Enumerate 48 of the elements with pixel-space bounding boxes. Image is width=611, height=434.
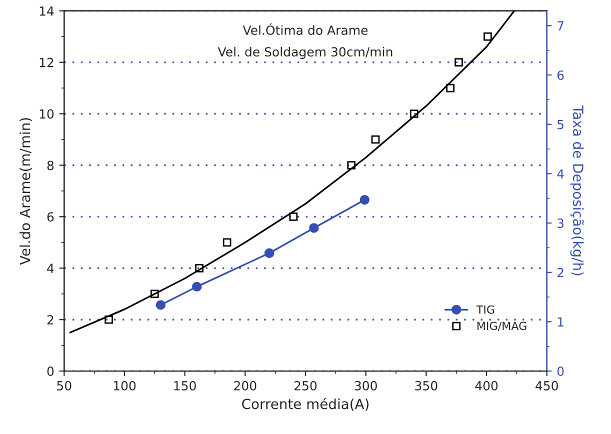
text: Vel. de Soldagem 30cm/min bbox=[218, 46, 392, 59]
point bbox=[371, 135, 380, 144]
y-tick-label: 10 bbox=[40, 109, 54, 119]
legend-label: TIG bbox=[476, 305, 494, 314]
point bbox=[360, 194, 370, 205]
x-tick-label: 450 bbox=[536, 381, 558, 390]
x-tick-label: 100 bbox=[114, 381, 136, 390]
point bbox=[347, 161, 356, 170]
point bbox=[192, 282, 202, 292]
point bbox=[156, 300, 166, 310]
y2-tick-label: 7 bbox=[558, 21, 564, 30]
y2-tick-label: 3 bbox=[558, 218, 564, 228]
y-tick-label: 14 bbox=[40, 6, 54, 16]
y-tick-label: 6 bbox=[47, 212, 54, 222]
point bbox=[195, 264, 204, 272]
x-tick-label: 200 bbox=[234, 381, 256, 390]
y2-tick-label: 1 bbox=[558, 317, 564, 326]
x-tick-label: 50 bbox=[57, 381, 72, 390]
point bbox=[410, 110, 418, 118]
legend-label: MIG/MAG bbox=[477, 322, 526, 331]
x-tick-label: 150 bbox=[174, 381, 196, 390]
y-tick-label: 0 bbox=[47, 366, 54, 376]
point bbox=[446, 84, 454, 92]
x-tick-label: 250 bbox=[294, 381, 317, 390]
point bbox=[264, 248, 274, 258]
x-axis-title: Corrente média(A) bbox=[242, 398, 369, 411]
y2-tick-label: 0 bbox=[557, 366, 564, 376]
x-tick-label: 400 bbox=[475, 381, 498, 390]
y-tick-label: 12 bbox=[40, 58, 54, 68]
y-tick-label: 4 bbox=[47, 264, 54, 273]
x-tick-label: 300 bbox=[354, 381, 377, 390]
point bbox=[289, 212, 298, 221]
y2-tick-label: 2 bbox=[557, 268, 564, 278]
y2-tick-label: 5 bbox=[558, 120, 564, 130]
y2-tick-label: 6 bbox=[557, 70, 564, 80]
point bbox=[454, 58, 463, 66]
y2-tick-label: 4 bbox=[557, 169, 564, 178]
y-tick-label: 2 bbox=[47, 315, 54, 324]
text: Vel.Ótima do Arame bbox=[242, 23, 368, 35]
point bbox=[484, 32, 492, 41]
point bbox=[222, 238, 232, 247]
point bbox=[104, 315, 113, 324]
y-tick-label: 8 bbox=[47, 160, 54, 170]
x-tick-label: 350 bbox=[415, 381, 438, 390]
y2-axis-title: Taxa de Deposição(kg/h) bbox=[570, 105, 584, 276]
point bbox=[309, 223, 319, 233]
y-axis-title: Vel.do Arame(m/min) bbox=[20, 118, 32, 265]
point bbox=[150, 290, 159, 298]
